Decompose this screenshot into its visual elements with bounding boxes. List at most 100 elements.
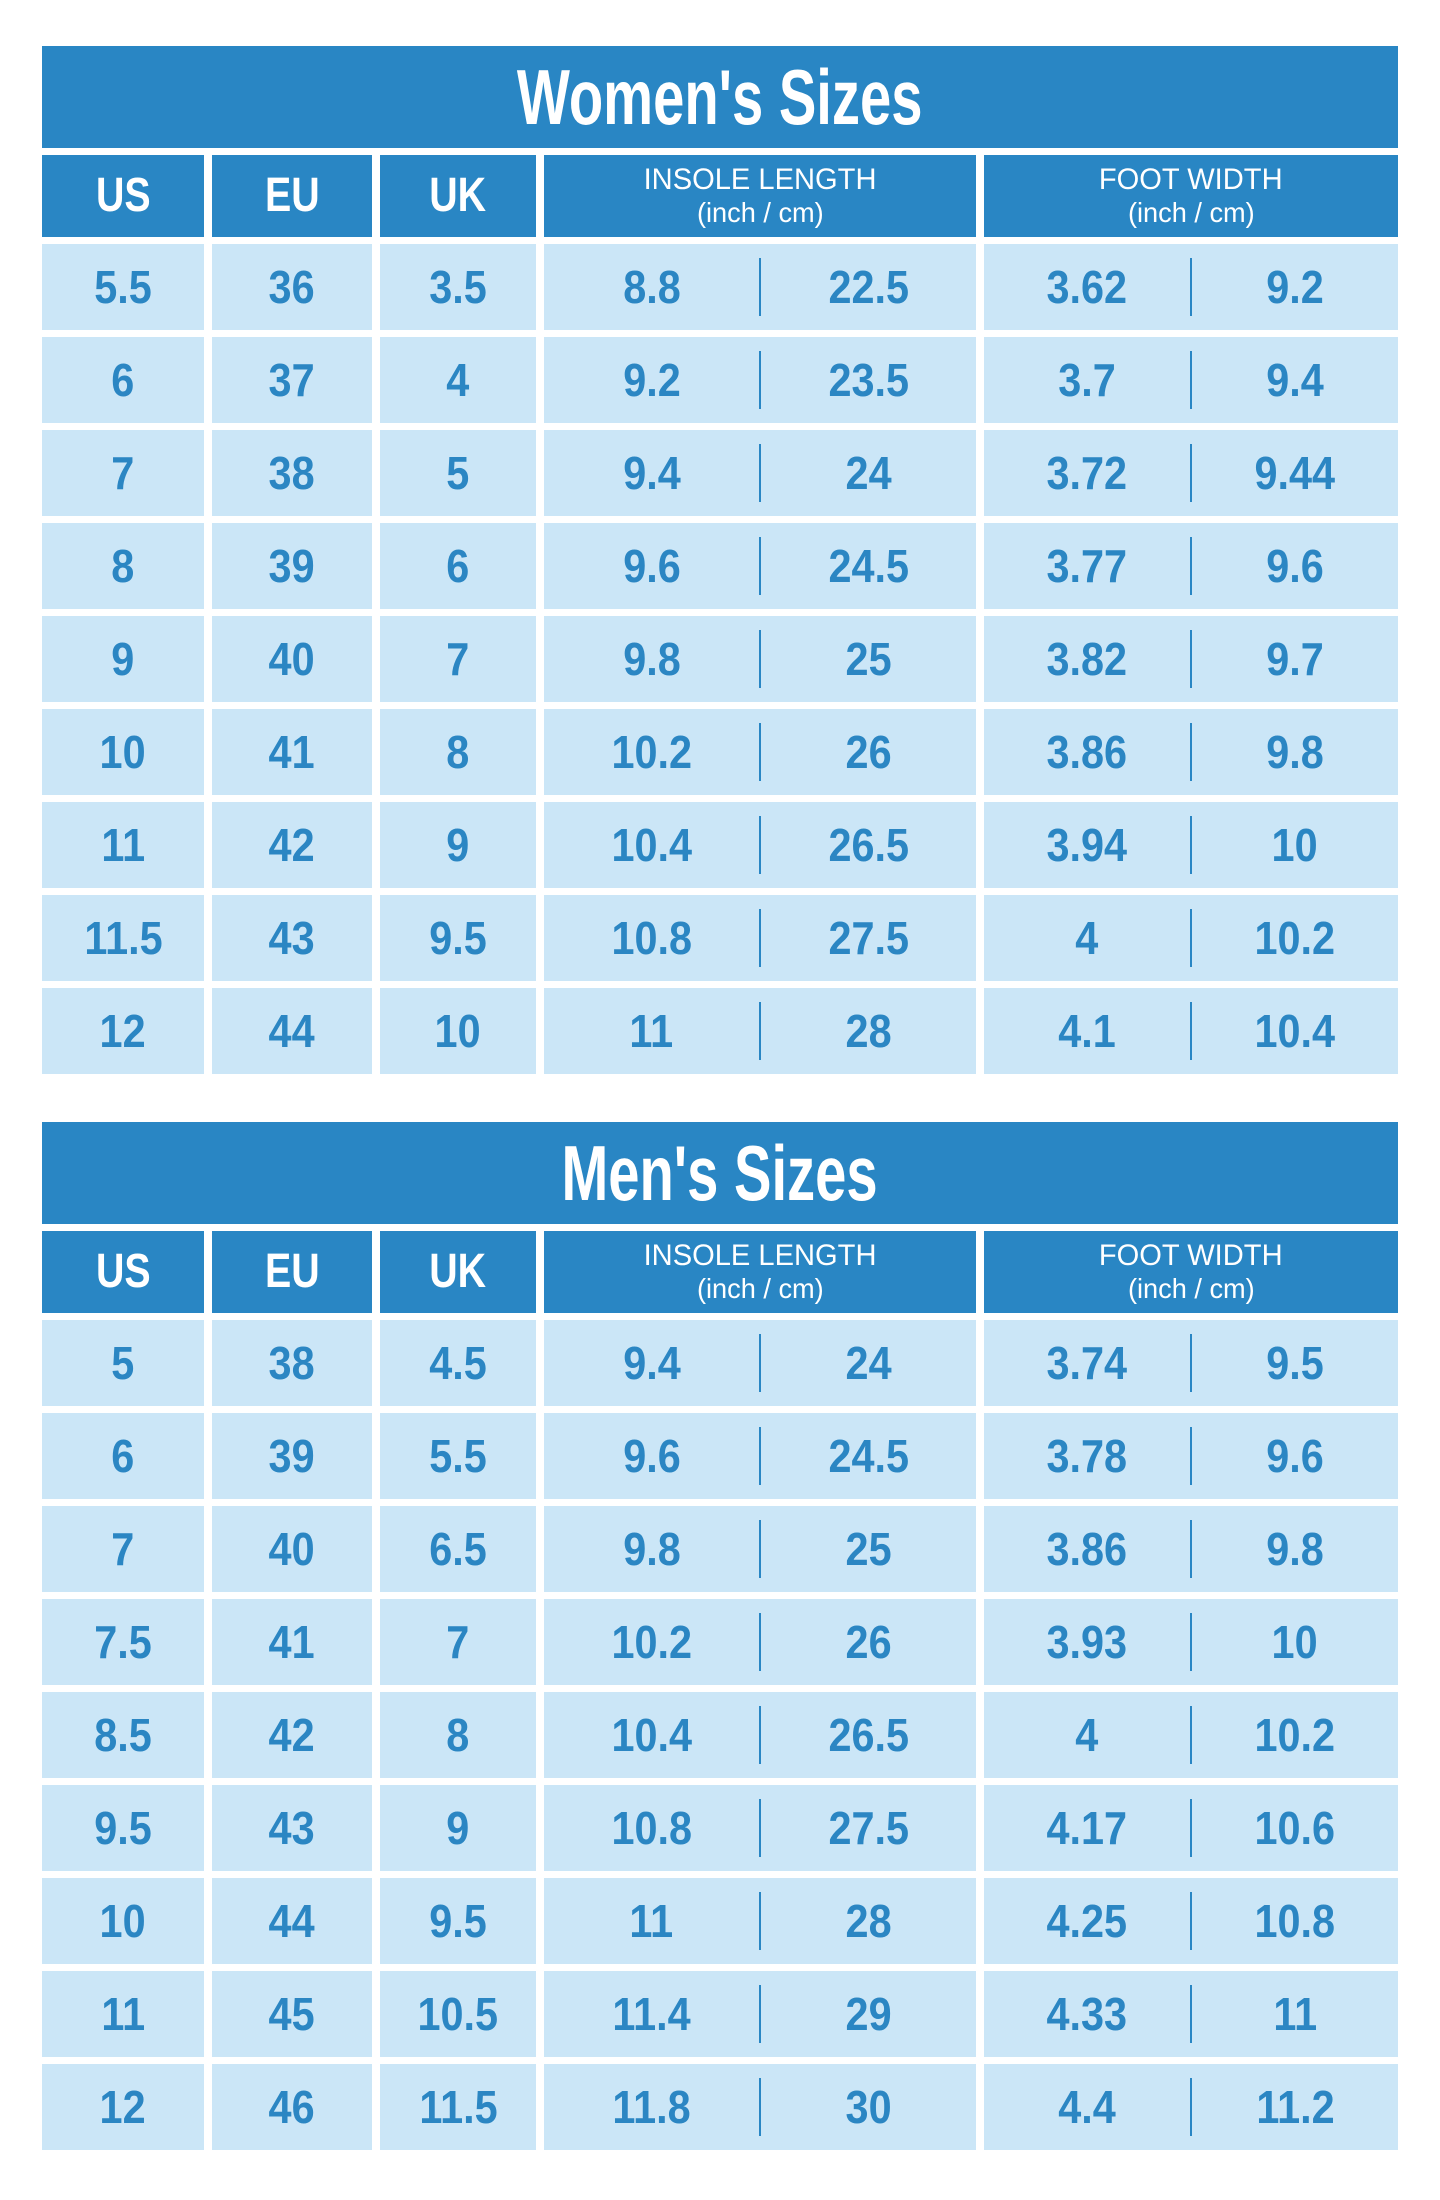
- cm-value: 10: [1271, 1616, 1319, 1668]
- size-value: 43: [268, 912, 316, 964]
- eu-size-cell: 40: [212, 1506, 372, 1592]
- table-title-band: Women's Sizes: [42, 46, 1398, 148]
- us-size-cell: 9: [42, 616, 204, 702]
- inch-value: 9.2: [622, 354, 681, 406]
- inch-cm-divider: [1190, 537, 1192, 595]
- size-value: 44: [268, 1005, 316, 1057]
- header-eu: EU: [212, 1231, 372, 1313]
- size-value: 4.5: [429, 1337, 487, 1389]
- header-us-label: US: [95, 1245, 151, 1298]
- inch-cm-divider: [1190, 723, 1192, 781]
- inch-cm-divider: [1190, 1613, 1192, 1671]
- uk-size-cell: 4: [380, 337, 536, 423]
- inch-cm-divider: [1190, 351, 1192, 409]
- inch-value: 4.4: [1058, 2081, 1116, 2133]
- size-value: 7.5: [94, 1616, 152, 1668]
- us-size-cell: 12: [42, 2064, 204, 2150]
- size-value: 5.5: [94, 261, 152, 313]
- header-insole-length: INSOLE LENGTH (inch / cm): [544, 1231, 976, 1313]
- size-value: 9.5: [429, 912, 487, 964]
- inch-cm-divider: [1190, 1002, 1192, 1060]
- cm-value: 10.2: [1254, 1709, 1336, 1761]
- mens-size-table: Men's Sizes US EU UK INSOLE LENGTH (inch…: [42, 1122, 1398, 2150]
- inch-cm-divider: [759, 1520, 761, 1578]
- eu-size-cell: 42: [212, 1692, 372, 1778]
- insole-length-cell: 9.2 23.5: [544, 337, 976, 423]
- inch-cm-divider: [1190, 1892, 1192, 1950]
- size-value: 10: [99, 726, 147, 778]
- inch-value: 3.74: [1046, 1337, 1128, 1389]
- size-value: 10.5: [417, 1988, 499, 2040]
- insole-length-cell: 10.4 26.5: [544, 1692, 976, 1778]
- eu-size-cell: 45: [212, 1971, 372, 2057]
- inch-value: 4: [1075, 912, 1099, 964]
- cm-value: 26.5: [828, 819, 909, 871]
- uk-size-cell: 8: [380, 1692, 536, 1778]
- cm-value: 27.5: [828, 912, 909, 964]
- cm-value: 24: [845, 447, 892, 499]
- size-value: 5: [111, 1337, 135, 1389]
- inch-cm-divider: [1190, 2078, 1192, 2136]
- uk-size-cell: 5: [380, 430, 536, 516]
- cm-value: 9.8: [1266, 726, 1324, 778]
- cm-value: 10.8: [1254, 1895, 1336, 1947]
- foot-width-cell: 4.4 11.2: [984, 2064, 1398, 2150]
- us-size-cell: 12: [42, 988, 204, 1074]
- eu-size-cell: 40: [212, 616, 372, 702]
- size-value: 9.5: [94, 1802, 152, 1854]
- header-unit-label: (inch / cm): [696, 1273, 824, 1305]
- size-grid: US EU UK INSOLE LENGTH (inch / cm) FOOT …: [42, 155, 1398, 1074]
- us-size-cell: 8.5: [42, 1692, 204, 1778]
- us-size-cell: 10: [42, 1878, 204, 1964]
- inch-value: 9.6: [622, 540, 681, 592]
- insole-length-cell: 11 28: [544, 988, 976, 1074]
- inch-cm-divider: [759, 1799, 761, 1857]
- inch-value: 10.4: [611, 1709, 692, 1761]
- size-value: 11.5: [418, 2081, 498, 2133]
- inch-value: 8.8: [622, 261, 681, 313]
- inch-value: 3.86: [1046, 726, 1128, 778]
- eu-size-cell: 38: [212, 1320, 372, 1406]
- header-uk-label: UK: [429, 169, 487, 222]
- inch-cm-divider: [1190, 1706, 1192, 1764]
- uk-size-cell: 5.5: [380, 1413, 536, 1499]
- insole-length-cell: 8.8 22.5: [544, 244, 976, 330]
- inch-value: 10.2: [611, 726, 692, 778]
- womens-size-table: Women's Sizes US EU UK INSOLE LENGTH (in…: [42, 46, 1398, 1074]
- size-value: 38: [268, 1337, 316, 1389]
- size-value: 11: [101, 1988, 145, 2040]
- us-size-cell: 8: [42, 523, 204, 609]
- header-uk: UK: [380, 1231, 536, 1313]
- inch-value: 11: [629, 1005, 674, 1057]
- insole-length-cell: 9.4 24: [544, 430, 976, 516]
- size-value: 12: [99, 2081, 147, 2133]
- inch-value: 3.72: [1046, 447, 1128, 499]
- size-value: 9: [446, 819, 470, 871]
- inch-value: 9.6: [622, 1430, 681, 1482]
- size-value: 7: [446, 1616, 470, 1668]
- size-value: 9: [446, 1802, 470, 1854]
- cm-value: 10.4: [1254, 1005, 1336, 1057]
- insole-length-cell: 9.4 24: [544, 1320, 976, 1406]
- size-value: 11: [101, 819, 145, 871]
- size-value: 41: [268, 726, 316, 778]
- cm-value: 9.8: [1266, 1523, 1324, 1575]
- inch-value: 11.8: [612, 2081, 691, 2133]
- foot-width-cell: 4.33 11: [984, 1971, 1398, 2057]
- inch-value: 9.4: [622, 447, 681, 499]
- size-value: 8: [446, 726, 470, 778]
- uk-size-cell: 4.5: [380, 1320, 536, 1406]
- inch-value: 3.94: [1046, 819, 1128, 871]
- inch-cm-divider: [759, 1427, 761, 1485]
- uk-size-cell: 10: [380, 988, 536, 1074]
- eu-size-cell: 37: [212, 337, 372, 423]
- inch-value: 4: [1075, 1709, 1099, 1761]
- eu-size-cell: 39: [212, 1413, 372, 1499]
- size-value: 40: [268, 1523, 316, 1575]
- foot-width-cell: 3.74 9.5: [984, 1320, 1398, 1406]
- cm-value: 9.5: [1266, 1337, 1324, 1389]
- eu-size-cell: 44: [212, 1878, 372, 1964]
- uk-size-cell: 6: [380, 523, 536, 609]
- size-value: 6: [111, 354, 135, 406]
- uk-size-cell: 9.5: [380, 1878, 536, 1964]
